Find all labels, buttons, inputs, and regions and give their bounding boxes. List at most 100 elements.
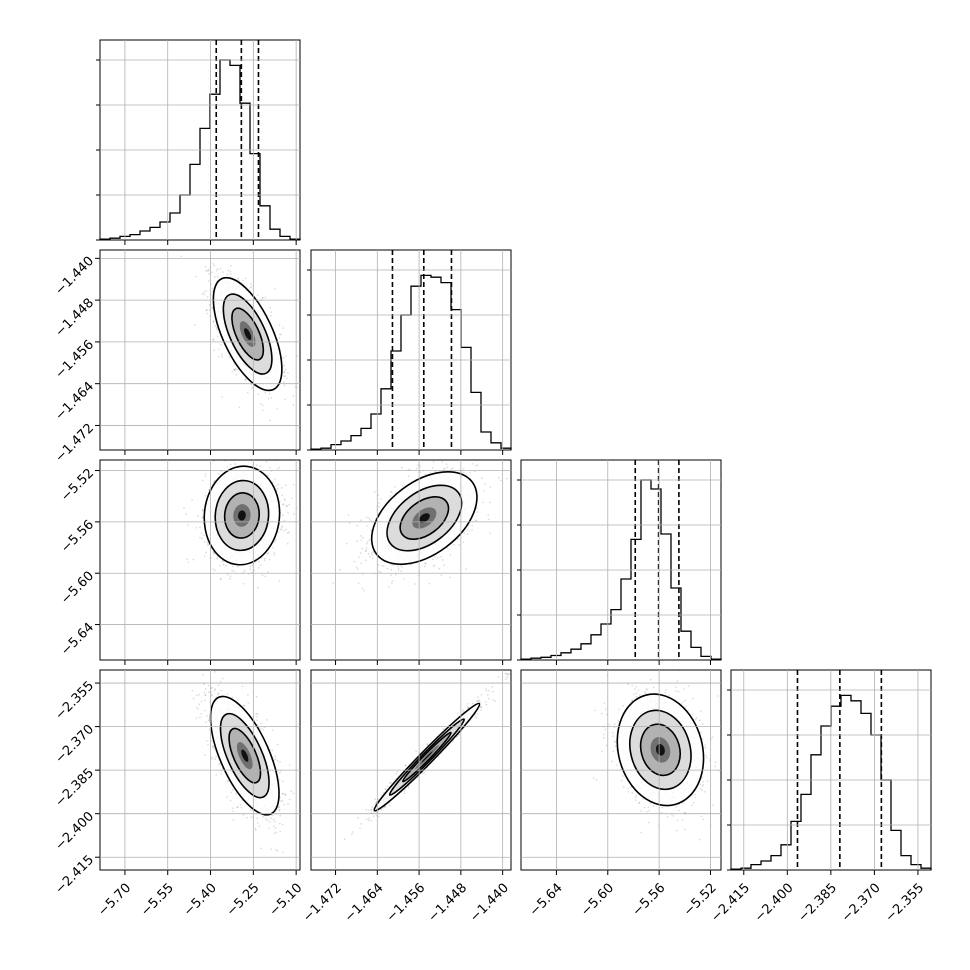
- sample-point: [282, 514, 284, 517]
- sample-point: [433, 455, 435, 457]
- sample-point: [360, 562, 363, 565]
- sample-point: [283, 364, 286, 367]
- sample-point: [423, 565, 426, 568]
- sample-point: [212, 262, 215, 265]
- sample-point: [440, 574, 443, 577]
- sample-point: [226, 273, 229, 276]
- sample-point: [213, 264, 215, 267]
- sample-point: [226, 465, 229, 468]
- sample-point: [332, 582, 335, 585]
- sample-point: [274, 541, 276, 543]
- density-panel-2-0: [99, 444, 308, 661]
- sample-point: [497, 476, 500, 479]
- sample-point: [206, 541, 209, 544]
- sample-point: [252, 457, 254, 459]
- panel-content: [180, 255, 300, 422]
- grid-3-3: [731, 670, 931, 870]
- sample-point: [471, 529, 473, 531]
- sample-point: [292, 395, 295, 397]
- sample-point: [208, 273, 211, 275]
- sample-point: [292, 404, 295, 406]
- sample-point: [229, 264, 232, 267]
- sample-point: [500, 479, 503, 482]
- density-peak: [237, 510, 246, 521]
- density-peak: [244, 328, 252, 340]
- sample-point: [364, 559, 367, 562]
- sample-point: [387, 585, 390, 588]
- sample-point: [204, 494, 207, 497]
- sample-point: [276, 407, 279, 410]
- sample-point: [434, 556, 436, 558]
- sample-point: [212, 339, 215, 341]
- sample-point: [284, 368, 287, 371]
- sample-point: [217, 692, 220, 695]
- sample-point: [230, 791, 232, 794]
- sample-point: [229, 577, 231, 580]
- sample-point: [257, 566, 260, 569]
- sample-point: [242, 582, 245, 585]
- sample-point: [233, 368, 236, 371]
- sample-point: [250, 816, 253, 819]
- sample-point: [276, 850, 279, 852]
- sample-point: [278, 466, 281, 469]
- sample-point: [256, 723, 259, 726]
- sample-point: [275, 538, 277, 541]
- sample-point: [202, 291, 205, 294]
- sample-point: [218, 762, 221, 765]
- sample-point: [282, 503, 284, 506]
- sample-point: [263, 559, 266, 562]
- sample-point: [489, 486, 492, 489]
- sample-point: [450, 468, 453, 471]
- sample-point: [347, 514, 350, 517]
- sample-point: [201, 509, 204, 512]
- sample-point: [370, 552, 373, 554]
- sample-point: [483, 489, 486, 492]
- sample-point: [269, 306, 271, 309]
- sample-point: [402, 577, 405, 580]
- sample-point: [180, 255, 183, 258]
- sample-point: [419, 471, 422, 474]
- sample-point: [275, 848, 278, 851]
- sample-point: [361, 536, 364, 539]
- sample-point: [217, 684, 220, 687]
- sample-point: [256, 712, 259, 715]
- sample-point: [446, 547, 449, 549]
- sample-point: [212, 551, 215, 554]
- density-panel-2-1: [310, 455, 512, 661]
- sample-point: [265, 444, 267, 446]
- sample-point: [282, 327, 284, 330]
- sample-point: [368, 539, 371, 541]
- sample-point: [215, 326, 218, 329]
- sample-point: [249, 283, 252, 285]
- sample-point: [285, 355, 288, 357]
- sample-point: [378, 570, 381, 573]
- sample-point: [201, 537, 203, 540]
- sample-point: [212, 338, 215, 341]
- sample-point: [206, 544, 209, 546]
- sample-point: [206, 309, 208, 311]
- sample-point: [219, 564, 221, 567]
- panel-frame: [520, 459, 722, 661]
- sample-point: [363, 589, 366, 592]
- sample-point: [366, 542, 368, 545]
- sample-point: [233, 368, 236, 371]
- sample-point: [266, 474, 269, 477]
- panel-frame: [310, 459, 512, 661]
- sample-point: [219, 267, 222, 270]
- sample-point: [206, 312, 209, 315]
- sample-point: [306, 459, 308, 461]
- sample-point: [211, 693, 214, 696]
- sample-point: [222, 564, 225, 566]
- sample-point: [219, 680, 222, 683]
- sample-point: [258, 560, 260, 563]
- sample-point: [271, 814, 274, 817]
- sample-point: [371, 557, 374, 560]
- sample-point: [207, 268, 210, 271]
- sample-point: [285, 377, 288, 380]
- sample-point: [256, 294, 259, 296]
- sample-point: [231, 565, 234, 568]
- sample-point: [238, 406, 241, 409]
- sample-point: [256, 715, 259, 718]
- sample-point: [231, 788, 234, 791]
